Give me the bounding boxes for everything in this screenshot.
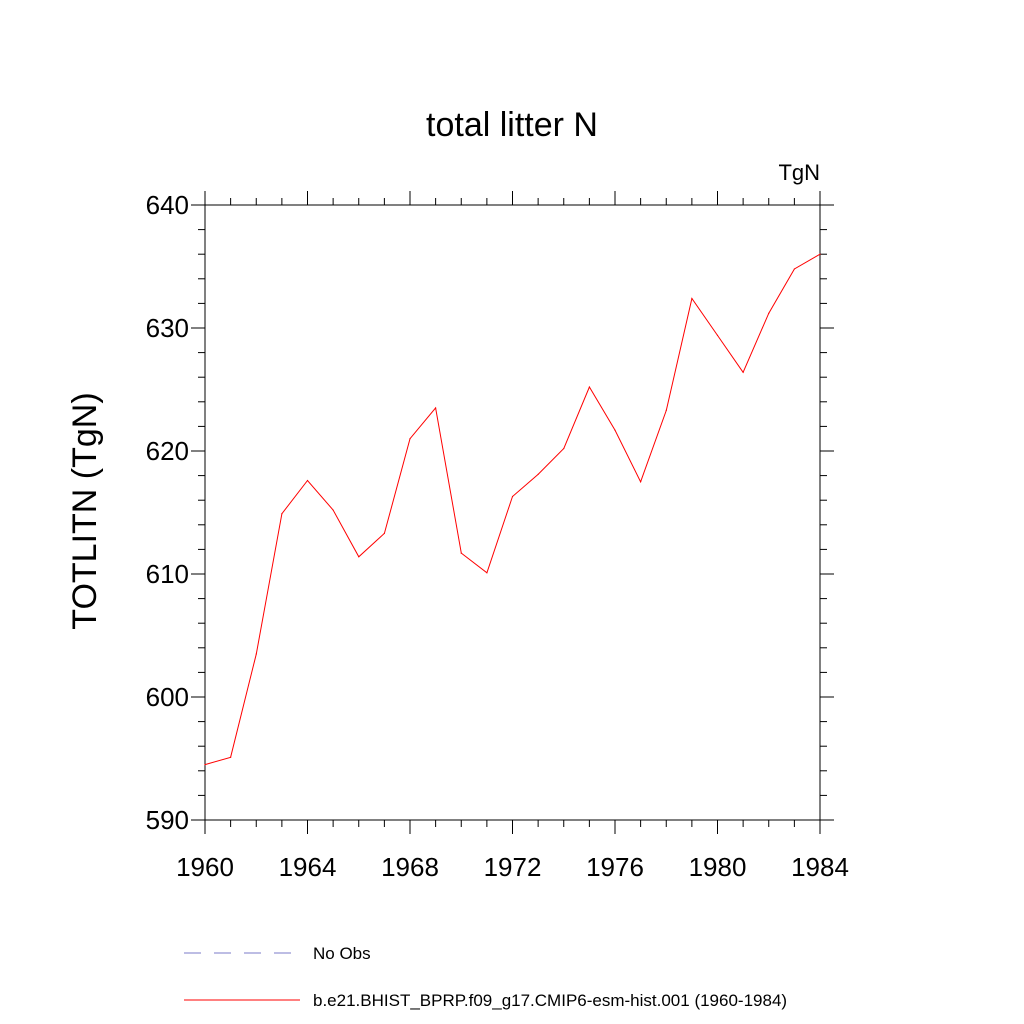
legend: No Obs b.e21.BHIST_BPRP.f09_g17.CMIP6-esm…	[184, 944, 787, 1010]
x-axis-ticks: 1960 1964 1968 1972 1976 1980 1984	[176, 191, 849, 882]
x-tick-label: 1980	[689, 852, 747, 882]
data-point	[793, 268, 795, 270]
units-label: TgN	[778, 160, 820, 185]
data-point	[486, 572, 488, 574]
data-point	[358, 556, 360, 558]
chart-title: total litter N	[426, 106, 598, 144]
data-point	[409, 438, 411, 440]
data-point	[588, 386, 590, 388]
data-point	[665, 409, 667, 412]
data-point	[742, 371, 744, 373]
y-tick-label: 630	[146, 313, 189, 343]
y-axis-ticks: 590 600 610 620 630 640	[146, 190, 834, 835]
x-tick-label: 1964	[279, 852, 337, 882]
x-tick-label: 1968	[381, 852, 439, 882]
x-tick-label: 1972	[484, 852, 542, 882]
y-axis-label: TOTLITN (TgN)	[66, 392, 104, 629]
data-point	[204, 764, 206, 766]
y-tick-label: 640	[146, 190, 189, 220]
data-point	[435, 407, 437, 409]
legend-label-1: b.e21.BHIST_BPRP.f09_g17.CMIP6-esm-hist.…	[313, 991, 787, 1010]
x-tick-label: 1976	[586, 852, 644, 882]
data-point	[691, 297, 693, 300]
series-layer	[204, 253, 821, 766]
data-point	[230, 756, 232, 758]
data-point	[255, 653, 257, 655]
legend-label-0: No Obs	[313, 944, 371, 963]
series-line-0	[204, 253, 821, 766]
data-point	[332, 509, 334, 511]
data-point	[511, 495, 514, 498]
data-point	[819, 253, 821, 255]
data-point	[281, 513, 283, 515]
data-point	[614, 429, 616, 431]
data-point	[563, 447, 565, 450]
data-point	[383, 532, 385, 535]
y-tick-label: 590	[146, 805, 189, 835]
data-point	[640, 481, 642, 483]
data-point	[306, 479, 309, 482]
data-point	[768, 312, 770, 314]
y-tick-label: 620	[146, 436, 189, 466]
y-tick-label: 600	[146, 682, 189, 712]
data-point	[537, 473, 539, 475]
plot-frame	[204, 204, 821, 821]
data-point	[716, 334, 719, 336]
y-tick-label: 610	[146, 559, 189, 589]
x-tick-label: 1960	[176, 852, 234, 882]
x-tick-label: 1984	[791, 852, 849, 882]
plot-border	[204, 204, 821, 821]
data-point	[460, 552, 462, 554]
